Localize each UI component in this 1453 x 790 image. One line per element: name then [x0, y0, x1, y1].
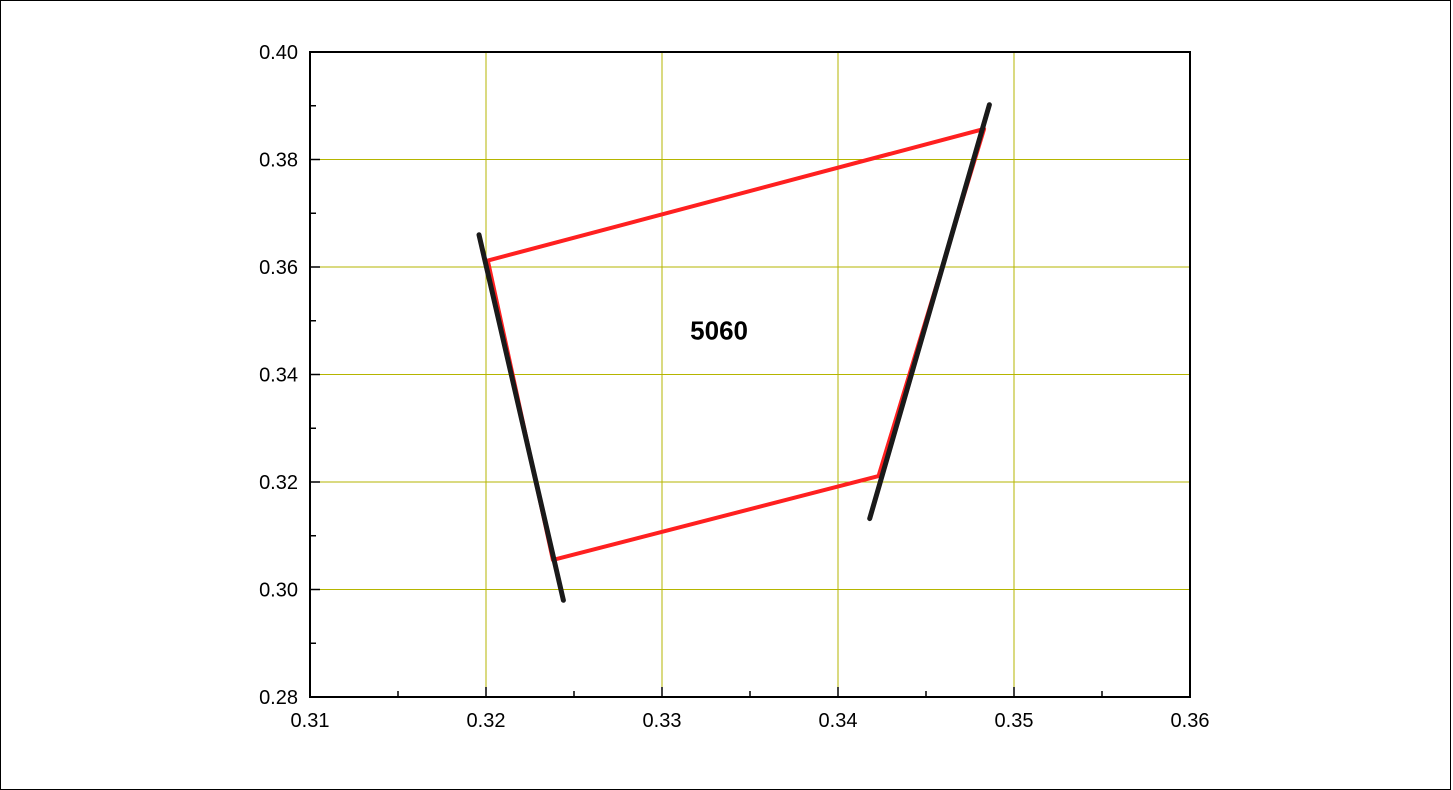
- axis-layer: [309, 51, 1191, 698]
- label-layer: 0.31 0.32 0.33 0.34 0.35 0.36 0.28 0.30 0.32 0.34…: [259, 42, 1209, 732]
- x-tick-label: 0.33: [643, 710, 682, 732]
- y-tick-label: 0.38: [259, 150, 298, 172]
- y-tick-label: 0.40: [259, 42, 298, 64]
- y-tick-label: 0.30: [259, 580, 298, 602]
- grid-layer: [310, 52, 1190, 697]
- annotation-label: 5060: [690, 316, 748, 346]
- chart: 0.31 0.32 0.33 0.34 0.35 0.36 0.28 0.30 0.32 0.34…: [259, 42, 1209, 732]
- series-line-2: [476, 232, 566, 603]
- x-tick-label: 0.32: [467, 710, 506, 732]
- y-tick-label: 0.28: [259, 687, 298, 709]
- y-tick-label: 0.32: [259, 472, 298, 494]
- y-tick-label: 0.34: [259, 365, 298, 387]
- x-tick-label: 0.36: [1171, 710, 1210, 732]
- x-tick-label: 0.34: [819, 710, 858, 732]
- series-layer: [476, 102, 992, 603]
- y-tick-label: 0.36: [259, 257, 298, 279]
- x-tick-label: 0.31: [291, 710, 330, 732]
- series-line-3: [867, 102, 992, 522]
- x-tick-label: 0.35: [995, 710, 1034, 732]
